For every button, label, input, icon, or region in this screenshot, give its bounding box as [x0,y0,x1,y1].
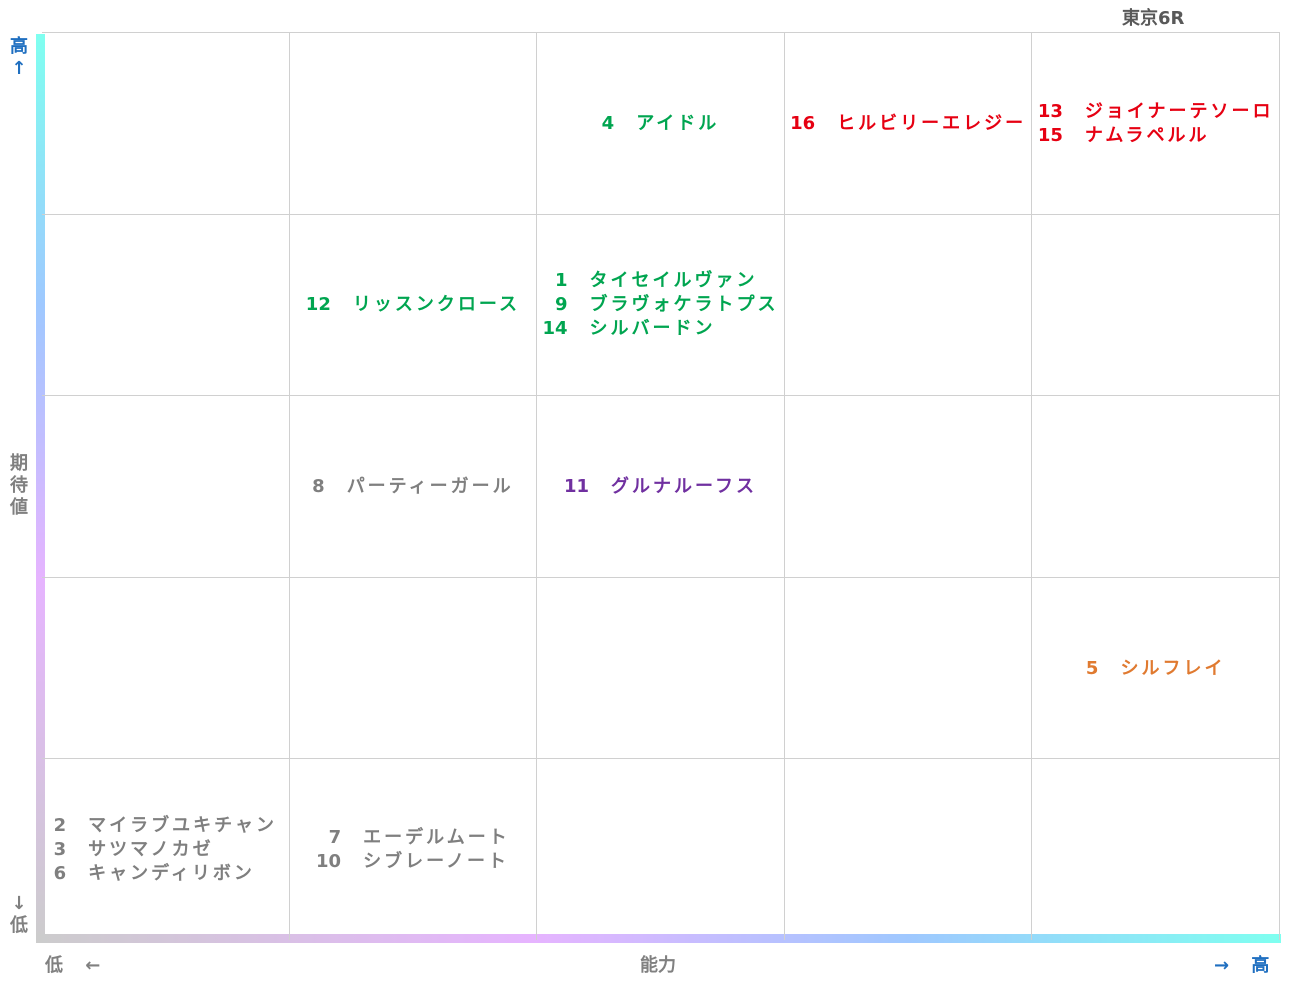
horse-number: 9 [554,294,568,316]
cell: 13 ジョイナーテソーロ 15 ナムラペルル [1032,32,1280,214]
horse-name: キャンディリボン [88,863,255,885]
horse-number: 13 [1037,100,1063,122]
horse-number: 11 [563,475,590,497]
cell [42,395,290,577]
horse-number: 2 [53,815,67,837]
entry-list: 2 マイラブユキチャン 3 サツマノカゼ 6 キャンディリボン [54,814,277,885]
y-axis-top: 高↑ [10,36,28,79]
y-axis-bottom: ↓低 [10,893,28,936]
horse-number: 5 [1085,657,1099,679]
y-axis-bar [36,34,45,942]
entry-list: 12 リッスンクロース [306,293,520,316]
cell [784,395,1033,577]
cell [42,213,290,396]
cell: 11 グルナルーフス [537,395,785,577]
cell: 16 ヒルビリーエレジー [784,32,1033,214]
horse-number: 4 [601,112,615,134]
horse-number: 10 [316,851,342,873]
cell [1032,758,1280,940]
horse-number: 1 [554,270,568,292]
entry-list: 13 ジョイナーテソーロ 15 ナムラペルル [1038,100,1274,147]
horse-name: エーデルムート [363,827,510,849]
cell: 4 アイドル [537,32,785,214]
cell [784,576,1033,759]
horse-name: マイラブユキチャン [88,815,277,837]
horse-number: 6 [53,863,67,885]
entry-list: 8 パーティーガール [312,475,513,498]
y-axis-label: 期待値 [10,453,28,518]
cell: 8 パーティーガール [289,395,538,577]
cell: 12 リッスンクロース [289,213,538,396]
horse-name: タイセイルヴァン [589,270,758,292]
cell: 1 タイセイルヴァン 9 ブラヴォケラトプス 14 シルバードン [537,213,785,396]
cell: 7 エーデルムート 10 シブレーノート [289,758,538,940]
horse-name: アイドル [636,112,720,134]
horse-name: サツマノカゼ [88,839,214,861]
x-axis-left: 低 ← [45,955,101,976]
horse-name: ブラヴォケラトプス [589,294,779,316]
entry-list: 11 グルナルーフス [564,475,757,498]
cell [1032,395,1280,577]
horse-name: ジョイナーテソーロ [1084,100,1274,122]
cell [537,576,785,759]
horse-name: グルナルーフス [611,475,757,497]
horse-name: リッスンクロース [352,294,520,316]
horse-name: ヒルビリーエレジー [837,112,1027,134]
horse-number: 15 [1037,124,1063,146]
cell [42,576,290,759]
horse-number: 12 [305,294,331,316]
entry-list: 4 アイドル [602,112,720,135]
cell [289,32,538,214]
cell [1032,213,1280,396]
horse-number: 14 [542,318,568,340]
cell [784,213,1033,396]
horse-name: シルフレイ [1120,657,1226,679]
x-axis-label: 能力 [640,955,676,976]
grid: 4 アイドル 16 ヒルビリーエレジー 13 ジョイナーテソーロ 15 ナムラペルル 12 リッス… [42,32,1280,940]
cell [42,32,290,214]
cell: 2 マイラブユキチャン 3 サツマノカゼ 6 キャンディリボン [42,758,290,940]
horse-number: 8 [312,475,325,497]
cell [784,758,1033,940]
horse-name: ナムラペルル [1084,124,1210,146]
horse-number: 16 [790,112,816,134]
entry-list: 5 シルフレイ [1086,657,1226,680]
entry-list: 7 エーデルムート 10 シブレーノート [316,826,510,873]
entry-list: 16 ヒルビリーエレジー [790,112,1026,135]
title: 東京6R [1122,8,1185,29]
horse-number: 3 [53,839,67,861]
cell [289,576,538,759]
cell [537,758,785,940]
horse-name: シブレーノート [363,851,510,873]
horse-name: パーティーガール [346,475,514,497]
horse-number: 7 [328,827,342,849]
x-axis-right: → 高 [1214,955,1270,976]
cell: 5 シルフレイ [1032,576,1280,759]
x-axis-bar [36,934,1281,943]
entry-list: 1 タイセイルヴァン 9 ブラヴォケラトプス 14 シルバードン [542,269,778,340]
horse-name: シルバードン [589,318,716,340]
